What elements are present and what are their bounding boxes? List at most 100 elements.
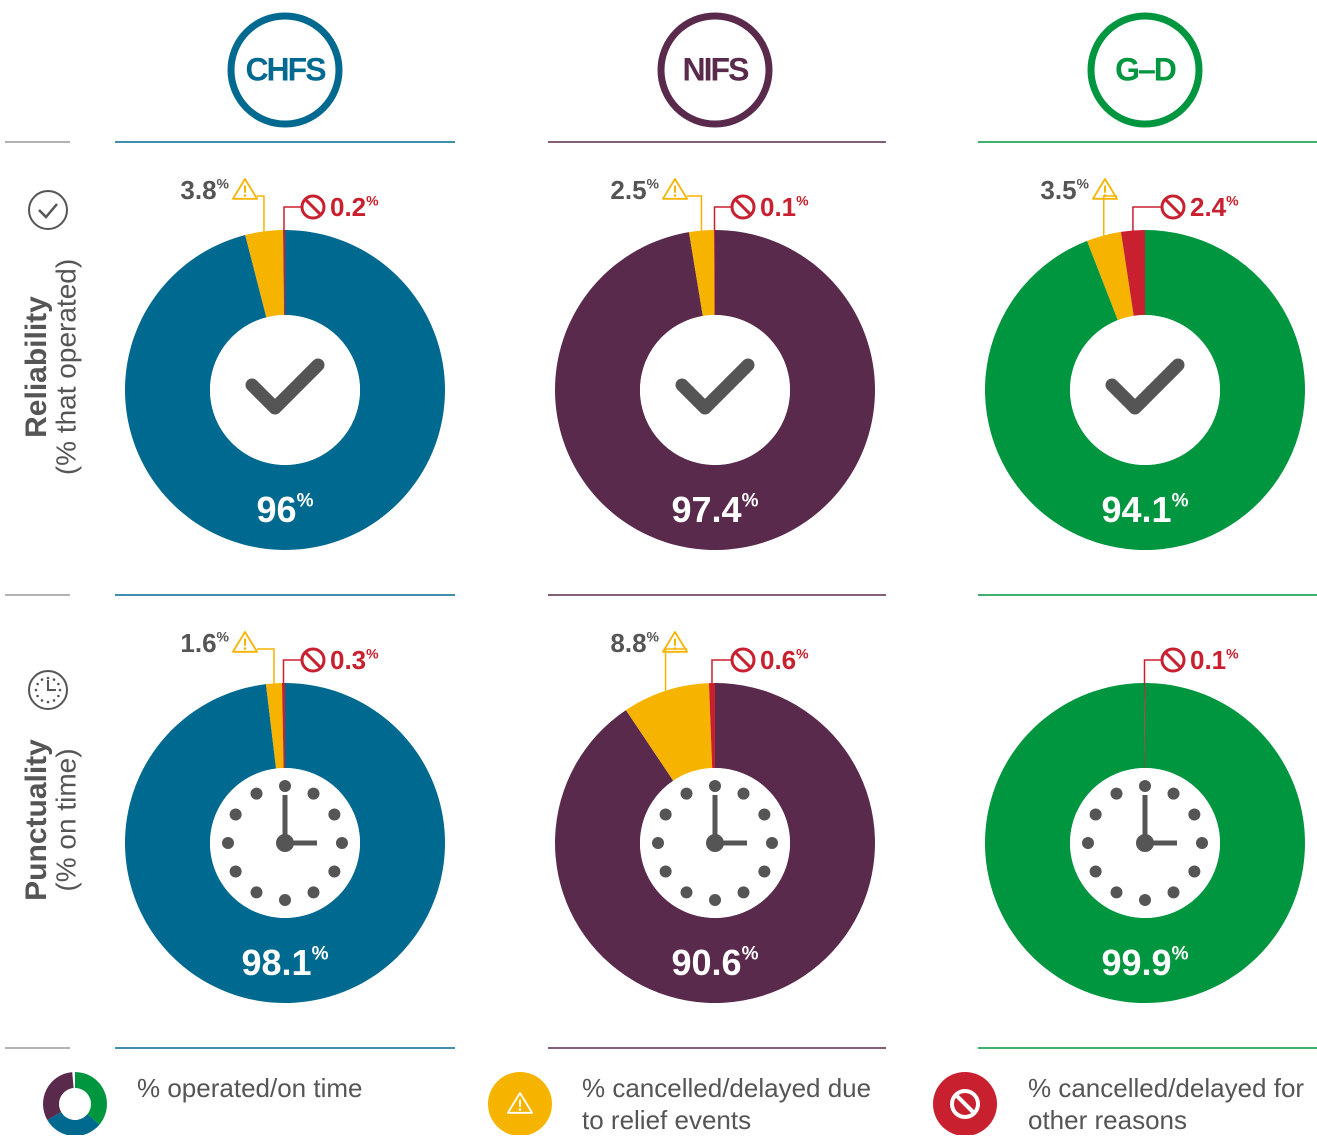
row-icon [28,670,68,710]
warning-icon [662,631,688,653]
prohibit-icon [1164,651,1182,669]
warning-icon [232,178,258,200]
clock-dot [279,894,291,906]
clock-dot [1188,808,1201,821]
leader-line [713,206,731,231]
leader-line [283,206,301,231]
clock-dot [229,865,242,878]
data-label: 0.1% [760,192,809,222]
row-subtitle: (% that operated) [50,259,81,475]
donut-slice [1120,230,1145,316]
prohibit-icon [1164,198,1182,216]
prohibit-icon [1160,647,1186,673]
header-circle [227,12,343,128]
warning-icon [1092,178,1118,200]
leader-line [257,648,275,684]
clock-dot [1188,865,1201,878]
donut-slice [625,683,713,781]
header-circle [657,12,773,128]
row-title: Reliability [20,296,53,438]
column-title: G–D [1115,51,1176,87]
clock-dot [222,837,234,849]
clock-dot [328,808,341,821]
warning-icon [662,178,688,200]
prohibit-icon [1160,194,1186,220]
data-label: 98.1% [242,942,329,983]
clock-center [706,834,724,852]
clock-dot [659,865,672,878]
prohibit-icon [950,1089,980,1119]
clock-dot [1167,787,1180,800]
clock-dot [250,787,263,800]
check-icon [675,358,755,415]
clock-dot [709,780,721,792]
data-label: 2.5% [610,175,659,205]
legend-label: % operated/on time [137,1073,363,1103]
clock-dot [1110,886,1123,899]
clock-dot [709,894,721,906]
warning-icon [673,647,677,650]
data-label: 3.5% [1040,175,1089,205]
row-icon [40,699,44,702]
legend-icon [75,1072,107,1125]
donut-slice [1087,231,1134,321]
header-circle [1087,12,1203,128]
legend-icon [47,1112,100,1135]
row-icon [57,682,60,686]
donut-slice [688,230,715,316]
data-label: 97.4% [672,489,759,530]
data-label: 8.8% [610,628,659,658]
donut-slice [124,683,445,1004]
donut-slice [282,230,285,316]
clock-dot [680,787,693,800]
donut-slice [555,230,875,550]
clock-dot [328,865,341,878]
clock-dot [659,808,672,821]
clock-center [276,834,294,852]
leader-line [1103,195,1117,236]
data-label: 90.6% [672,942,759,983]
row-icon [28,190,68,230]
data-label: 0.2% [330,192,379,222]
data-label: 0.1% [1190,645,1239,675]
row-icon [47,680,56,691]
prohibit-icon [730,194,756,220]
clock-dot [737,787,750,800]
row-icon [46,700,50,704]
donut-slice [984,230,1305,550]
leader-line [664,648,687,691]
row-icon [34,688,38,692]
legend-label: % cancelled/delayed due to relief events [582,1073,872,1135]
prohibit-icon [304,651,322,669]
warning-icon [232,631,258,653]
clock-center [1136,834,1154,852]
column-title: CHFS [245,51,326,87]
prohibit-icon [734,198,752,216]
row-icon [38,203,58,219]
warning-icon [673,194,677,197]
row-icon [57,694,60,698]
row-icon [40,678,44,681]
leader-line [687,195,703,231]
clock-dot [1139,780,1151,792]
data-label: 94.1% [1102,489,1189,530]
check-icon [245,358,325,415]
clock-dot [758,808,771,821]
clock-dot [680,886,693,899]
warning-icon [1103,194,1107,197]
clock-dot [250,886,263,899]
row-icon [36,694,39,698]
prohibit-icon [304,198,322,216]
data-label: 3.8% [180,175,229,205]
warning-icon [243,194,247,197]
leader-line [1143,659,1161,684]
warning-icon [243,647,247,650]
prohibit-icon [734,651,752,669]
prohibit-icon [954,1093,976,1115]
row-icon [52,678,56,681]
leader-line [282,659,301,684]
donut-slice [984,683,1305,1003]
data-label: 0.3% [330,645,379,675]
